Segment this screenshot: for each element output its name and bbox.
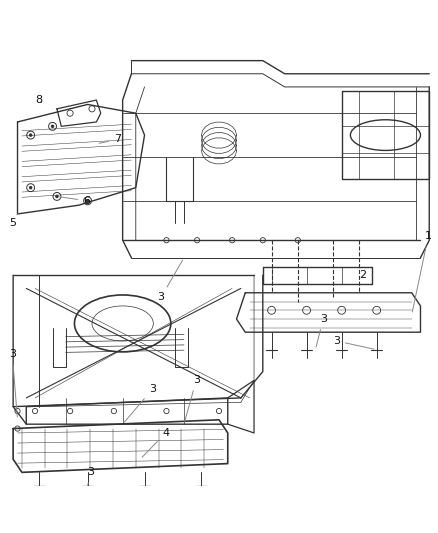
- Text: 3: 3: [158, 260, 183, 302]
- Text: 8: 8: [35, 95, 42, 105]
- Text: 3: 3: [9, 349, 17, 417]
- Text: 3: 3: [88, 467, 95, 486]
- Circle shape: [55, 195, 59, 198]
- Text: 2: 2: [359, 270, 372, 280]
- Text: 3: 3: [316, 314, 327, 347]
- Circle shape: [29, 133, 32, 137]
- Text: 4: 4: [142, 428, 169, 457]
- Circle shape: [86, 199, 89, 203]
- Text: 3: 3: [185, 375, 200, 422]
- Text: 3: 3: [333, 336, 374, 349]
- Text: 7: 7: [99, 134, 121, 144]
- Text: 1: 1: [412, 231, 432, 312]
- Circle shape: [29, 186, 32, 189]
- Text: 6: 6: [60, 196, 90, 206]
- Text: 3: 3: [124, 384, 156, 422]
- Circle shape: [51, 125, 54, 128]
- Text: 5: 5: [9, 214, 18, 228]
